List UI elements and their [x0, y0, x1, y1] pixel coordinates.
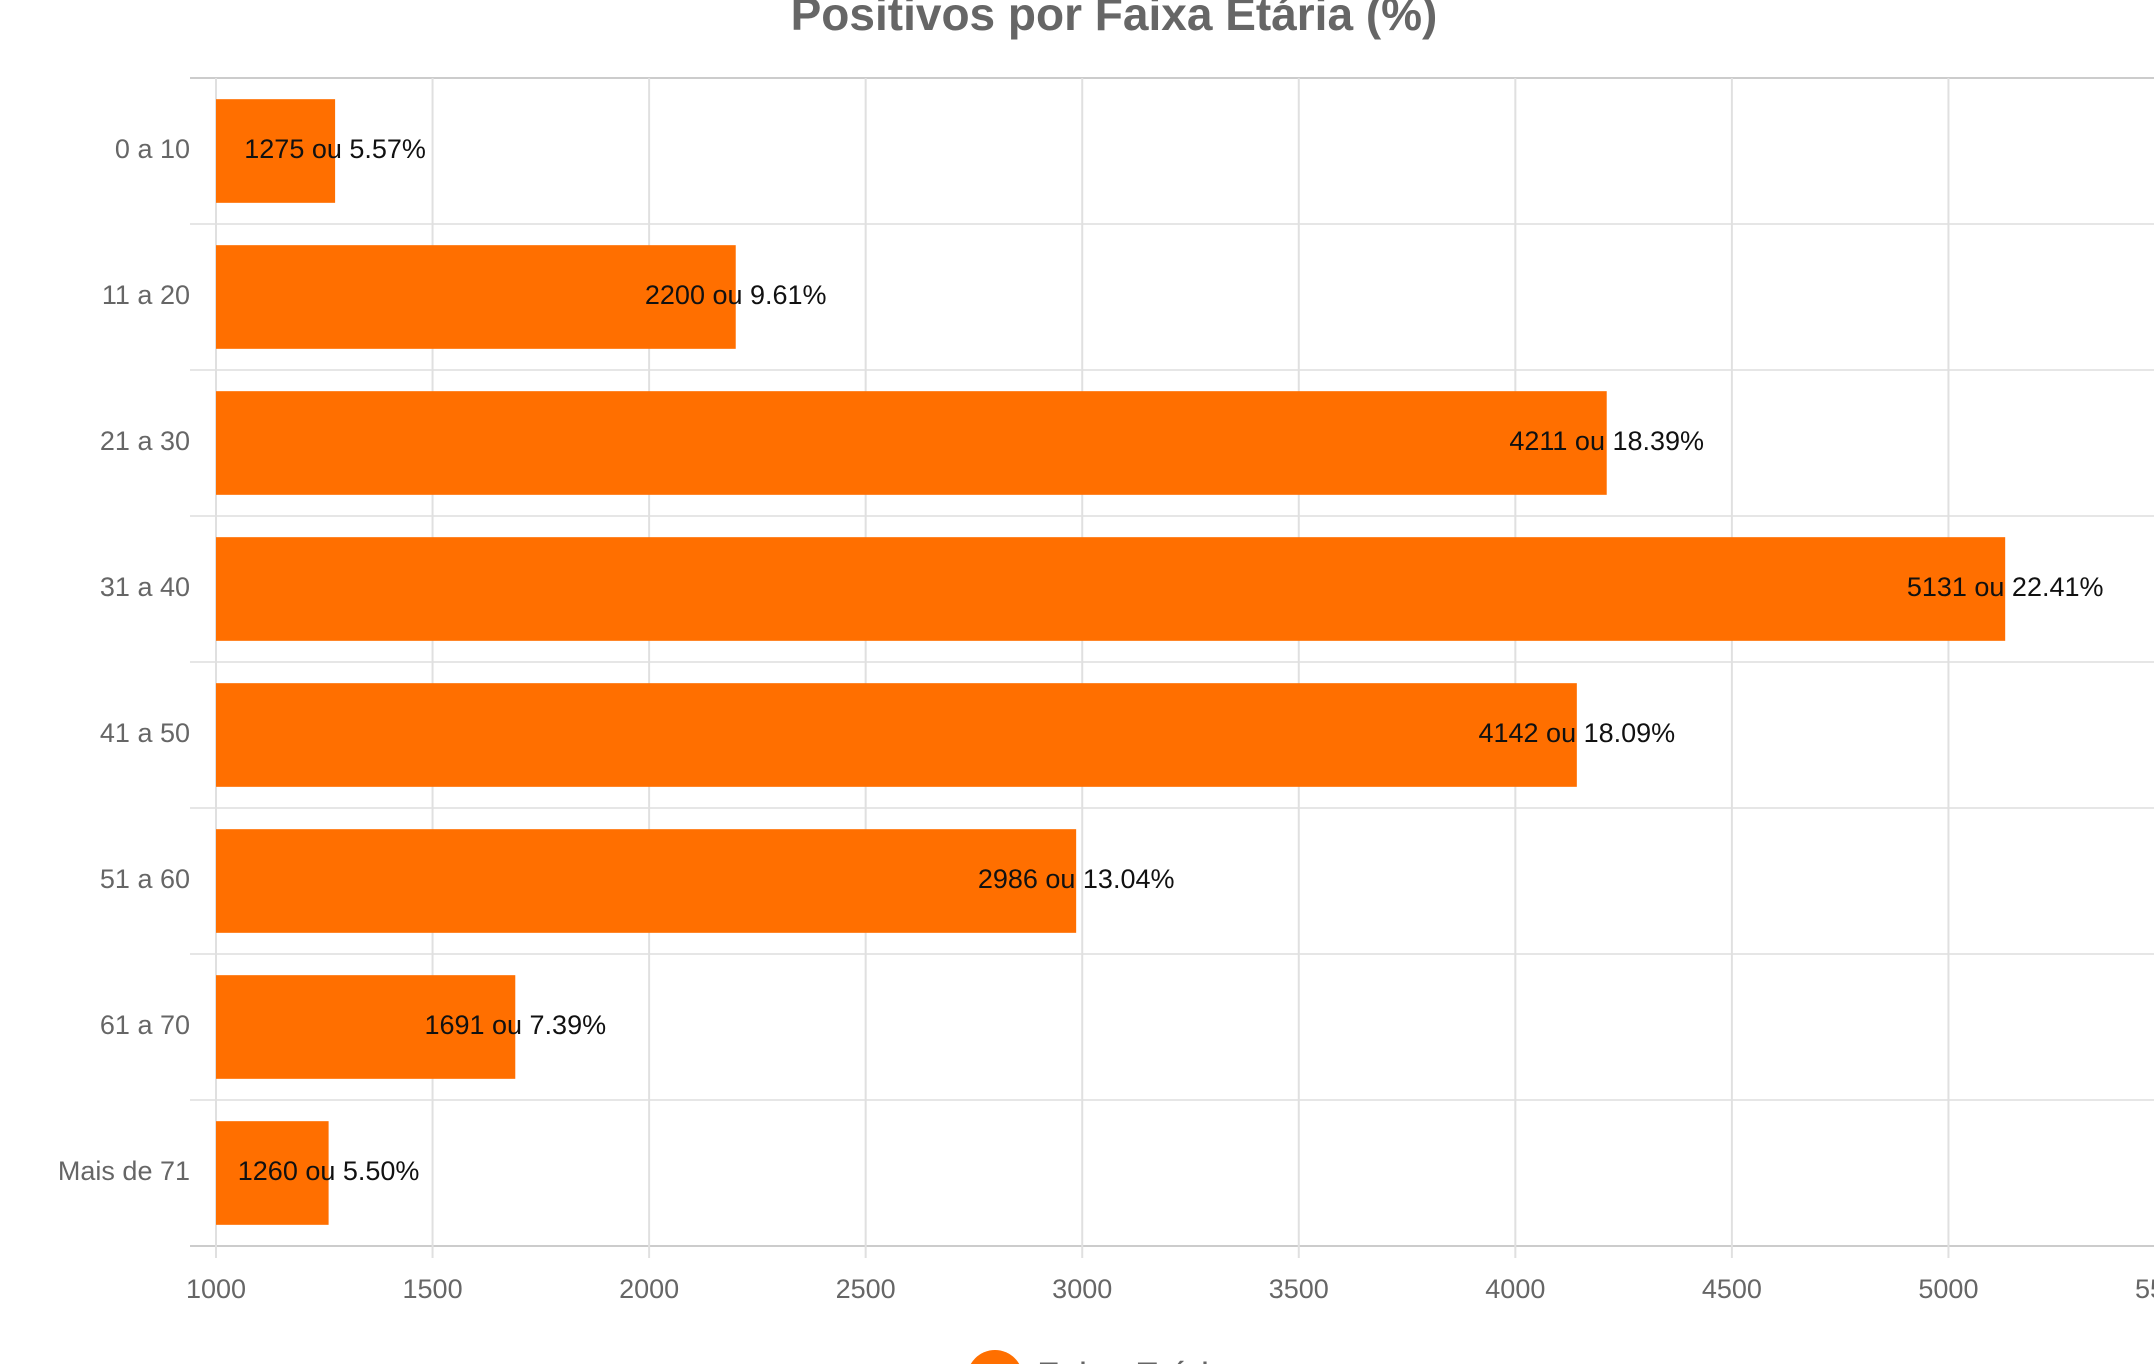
x-tick-label: 4000	[1485, 1274, 1545, 1304]
legend-label: Faixa Etária	[1037, 1355, 1230, 1364]
bar	[216, 99, 336, 203]
x-tick-label: 1500	[403, 1274, 463, 1304]
bar	[216, 975, 516, 1079]
y-tick-label: 21 a 30	[100, 426, 190, 456]
chart-title: Positivos por Faixa Etária (%)	[791, 0, 1438, 40]
y-tick-label: 41 a 50	[100, 718, 190, 748]
bar	[216, 537, 2006, 641]
y-tick-label: 0 a 10	[115, 134, 190, 164]
y-tick-label: 11 a 20	[102, 280, 190, 310]
bar	[216, 829, 1077, 933]
x-tick-label: 5500	[2135, 1274, 2154, 1304]
y-tick-label: Mais de 71	[58, 1156, 190, 1186]
bar	[216, 1121, 329, 1225]
x-tick-label: 2000	[619, 1274, 679, 1304]
value-label: 1260 ou 5.50%	[238, 1156, 420, 1186]
value-label: 5131 ou 22.41%	[1907, 572, 2104, 602]
value-label: 4211 ou 18.39%	[1509, 426, 1704, 456]
y-tick-label: 61 a 70	[100, 1010, 190, 1040]
y-tick-label: 51 a 60	[100, 864, 190, 894]
legend-swatch	[970, 1350, 1020, 1364]
bar	[216, 245, 736, 349]
bar	[216, 683, 1577, 787]
value-label: 1691 ou 7.39%	[424, 1010, 606, 1040]
value-label: 4142 ou 18.09%	[1478, 718, 1675, 748]
x-tick-label: 4500	[1702, 1274, 1762, 1304]
x-tick-label: 3500	[1269, 1274, 1329, 1304]
x-tick-label: 2500	[836, 1274, 896, 1304]
x-tick-label: 3000	[1052, 1274, 1112, 1304]
value-label: 2200 ou 9.61%	[645, 280, 827, 310]
bar	[216, 391, 1607, 495]
x-tick-label: 5000	[1918, 1274, 1978, 1304]
y-tick-label: 31 a 40	[100, 572, 190, 602]
x-tick-label: 1000	[186, 1274, 246, 1304]
value-label: 1275 ou 5.57%	[244, 134, 426, 164]
value-label: 2986 ou 13.04%	[978, 864, 1175, 894]
